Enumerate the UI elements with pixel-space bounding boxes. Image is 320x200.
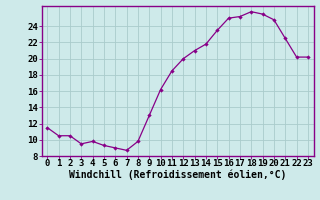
- X-axis label: Windchill (Refroidissement éolien,°C): Windchill (Refroidissement éolien,°C): [69, 170, 286, 180]
